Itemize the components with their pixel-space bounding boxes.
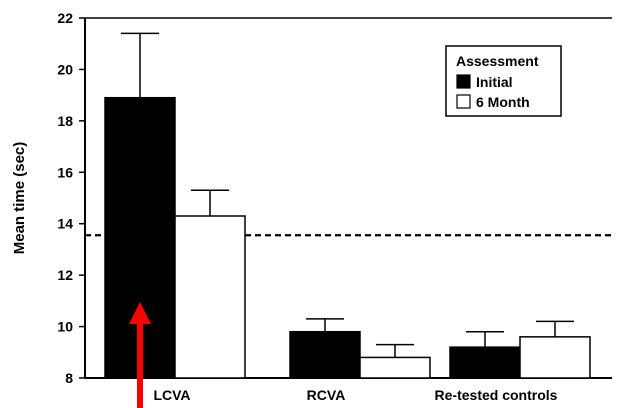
y-tick-label: 20 <box>57 61 73 77</box>
bar-6-month-rcva <box>359 356 431 379</box>
annotation-arrow-group <box>129 302 151 408</box>
x-category-label: Re-tested controls <box>435 387 558 403</box>
y-tick-label: 8 <box>65 370 73 386</box>
bar-6-month-re-tested-controls <box>519 336 591 379</box>
y-axis-title: Mean time (sec) <box>11 142 28 255</box>
y-tick-label: 12 <box>57 267 73 283</box>
legend-label-6-month: 6 Month <box>476 94 530 110</box>
legend-title: Assessment <box>456 53 539 69</box>
y-tick-label: 18 <box>57 113 73 129</box>
y-tick-label: 16 <box>57 164 73 180</box>
y-tick-label: 10 <box>57 319 73 335</box>
legend-swatch-initial <box>456 74 471 89</box>
bar-6-month-lcva <box>174 215 246 379</box>
annotation-arrow-head <box>129 302 151 324</box>
bar-initial-rcva <box>289 330 361 379</box>
y-tick-label: 22 <box>57 10 73 26</box>
x-category-label: LCVA <box>153 387 190 403</box>
x-category-label: RCVA <box>307 387 346 403</box>
legend-swatch-6-month <box>456 94 471 109</box>
bar-initial-re-tested-controls <box>449 346 521 379</box>
y-tick-label: 14 <box>57 216 73 232</box>
legend-label-initial: Initial <box>476 74 513 90</box>
legend: Assessment Initial 6 Month <box>445 45 562 117</box>
